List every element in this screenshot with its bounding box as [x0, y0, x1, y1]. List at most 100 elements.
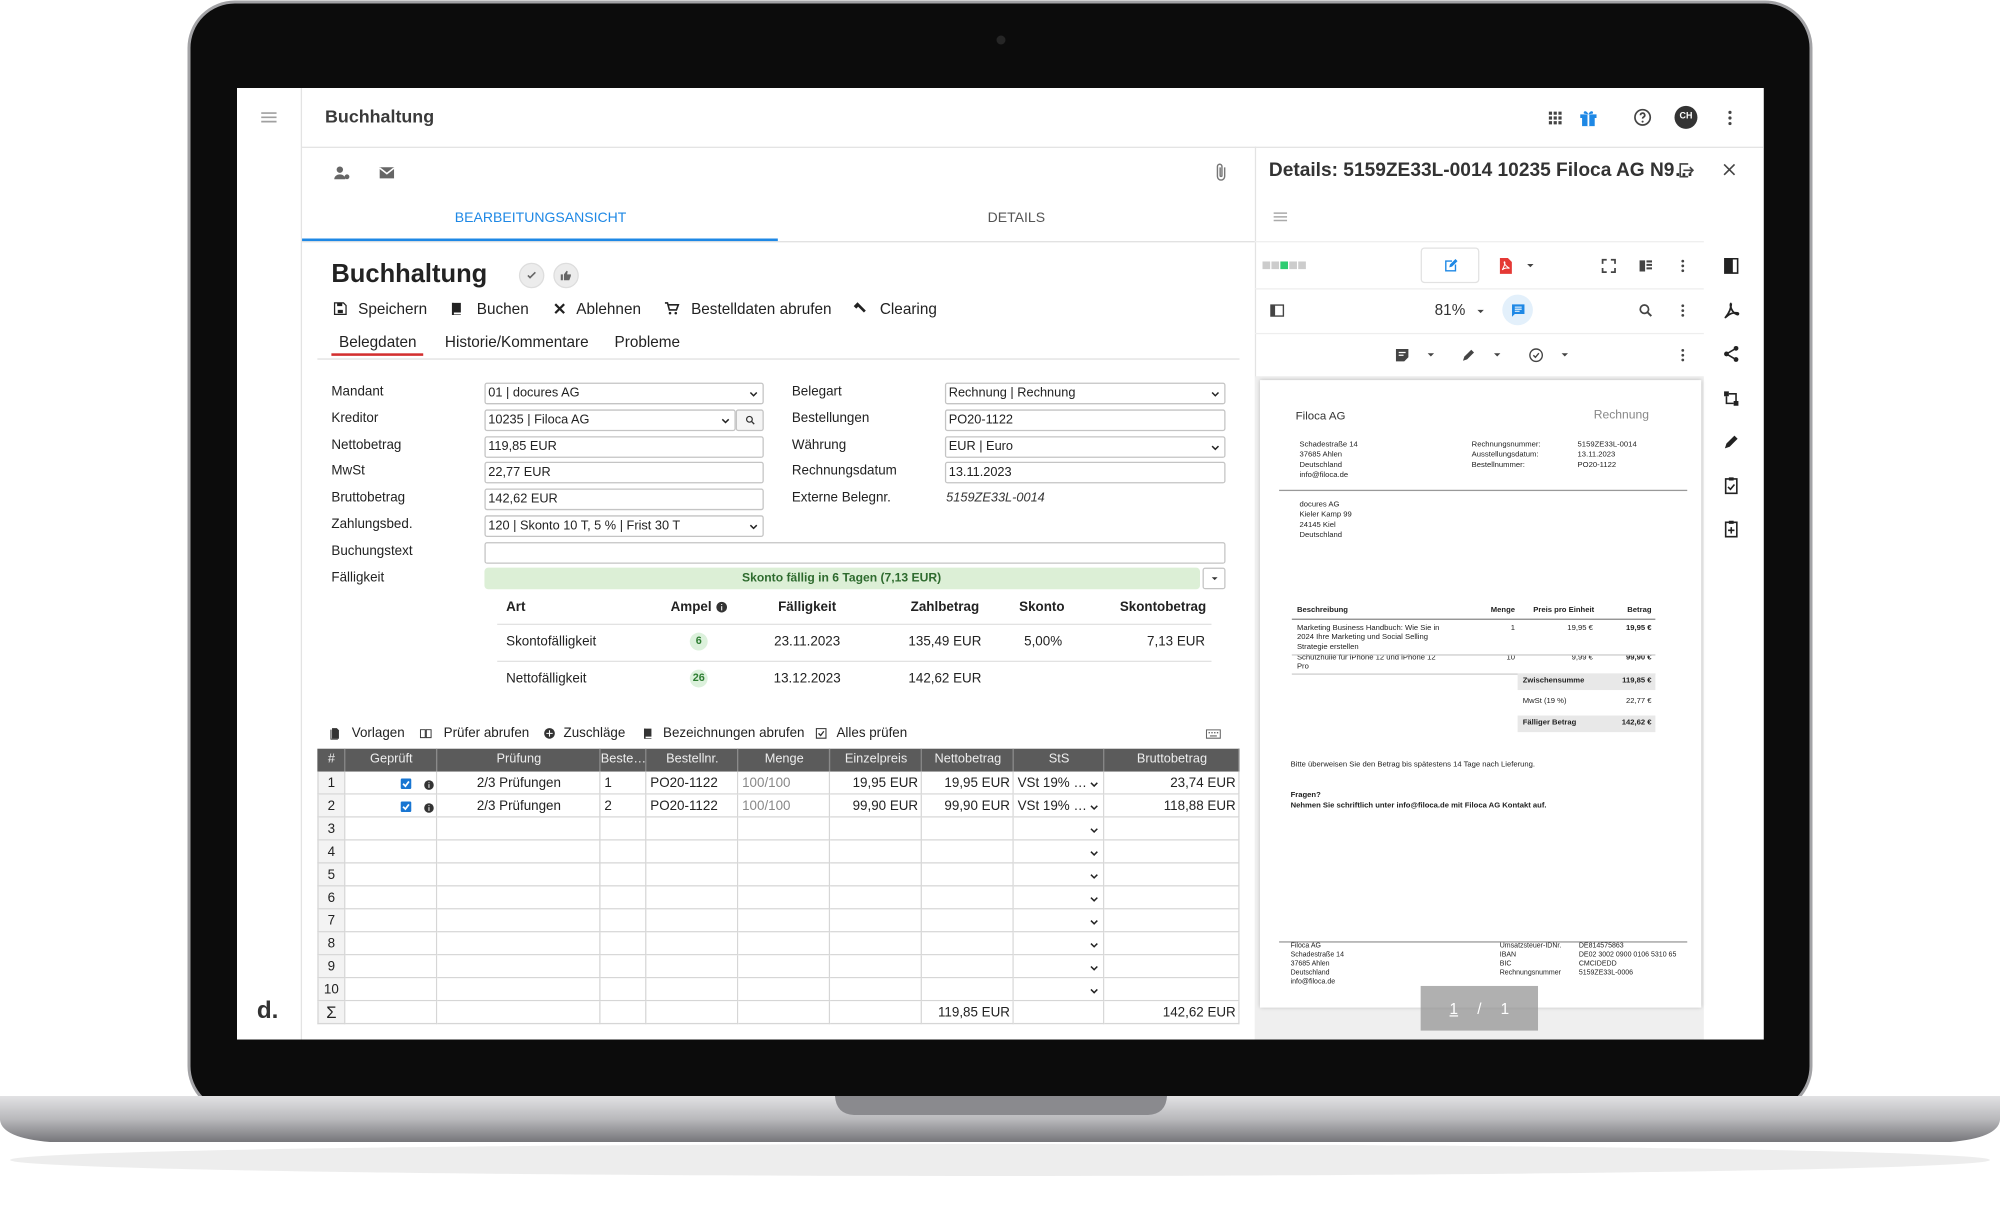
- menu-button[interactable]: [259, 107, 279, 127]
- page-current[interactable]: 1: [1449, 999, 1459, 1018]
- action-button[interactable]: Ablehnen: [576, 299, 641, 318]
- caret[interactable]: [1473, 304, 1488, 319]
- pdf-icon[interactable]: [1495, 256, 1514, 275]
- sts-chevron[interactable]: [1088, 985, 1101, 998]
- grid-cell-text: 7: [327, 913, 336, 929]
- ampel-info: [716, 601, 728, 613]
- zoom-level[interactable]: 81%: [1434, 300, 1466, 319]
- annotation-tool[interactable]: [1460, 346, 1477, 363]
- keyboard-button[interactable]: [1204, 725, 1221, 742]
- field-value: 5159ZE33L-0014: [946, 491, 1045, 506]
- item-action[interactable]: Zuschläge: [563, 725, 626, 741]
- lookup-icon: [745, 415, 755, 425]
- sts-chevron[interactable]: [1088, 778, 1101, 791]
- sts-chevron[interactable]: [1088, 916, 1101, 929]
- search-button[interactable]: [1637, 302, 1654, 319]
- status-dot: [1298, 261, 1306, 270]
- caret[interactable]: [1490, 347, 1505, 362]
- select-input[interactable]: [944, 436, 1226, 458]
- field-value: 13.11.2023: [948, 464, 1012, 479]
- select-input[interactable]: [944, 382, 1226, 405]
- layout-button[interactable]: [1637, 257, 1654, 274]
- subtab[interactable]: Belegdaten: [339, 332, 417, 351]
- sts-chevron[interactable]: [1088, 801, 1101, 814]
- more-button[interactable]: [1720, 108, 1739, 127]
- field-label: Belegart: [791, 383, 842, 399]
- text-input[interactable]: [484, 488, 764, 511]
- attach-button[interactable]: [1210, 161, 1232, 183]
- action-button[interactable]: Bestelldaten abrufen: [691, 299, 832, 318]
- mail-button[interactable]: [377, 163, 396, 182]
- viewer-menu[interactable]: [1271, 208, 1289, 226]
- fullscreen-button[interactable]: [1600, 257, 1617, 274]
- subtab[interactable]: Historie/Kommentare: [444, 332, 589, 351]
- side-tool[interactable]: [1721, 388, 1740, 407]
- sidebar-toggle[interactable]: [1268, 302, 1285, 319]
- side-tool[interactable]: [1721, 300, 1740, 319]
- text-input[interactable]: [944, 409, 1226, 432]
- grid-cell: [317, 886, 346, 910]
- sts-chevron[interactable]: [1088, 962, 1101, 975]
- side-tool[interactable]: [1721, 256, 1740, 275]
- side-tool[interactable]: [1721, 432, 1740, 451]
- select-input[interactable]: [484, 515, 764, 537]
- help-button[interactable]: [1632, 107, 1652, 127]
- sts-chevron[interactable]: [1088, 893, 1101, 906]
- sts-chevron-part: [1090, 851, 1098, 856]
- grid-cell: [830, 863, 922, 887]
- invoice-text: 37685 Ahlen: [1290, 960, 1330, 969]
- assign-button[interactable]: [332, 163, 351, 182]
- item-action-icon: [544, 728, 555, 739]
- select-input[interactable]: [484, 382, 764, 405]
- text-input[interactable]: [484, 461, 764, 484]
- select-input[interactable]: [484, 409, 736, 432]
- grid-cell: [345, 932, 438, 956]
- tab[interactable]: BEARBEITUNGSANSICHT: [454, 210, 627, 227]
- comment-button[interactable]: [1509, 302, 1526, 319]
- side-tool[interactable]: [1721, 518, 1740, 537]
- caret[interactable]: [1423, 347, 1438, 362]
- subtab[interactable]: Probleme: [614, 332, 681, 351]
- viewer-more[interactable]: [1674, 302, 1691, 319]
- checked-box[interactable]: [398, 799, 412, 813]
- caret[interactable]: [1557, 347, 1572, 362]
- item-action[interactable]: Bezeichnungen abrufen: [663, 725, 805, 741]
- sts-chevron[interactable]: [1088, 847, 1101, 860]
- checked-box[interactable]: [398, 776, 412, 790]
- field-value: 01 | docures AG: [488, 385, 580, 400]
- check-info: [423, 779, 434, 790]
- annotation-tool[interactable]: [1393, 346, 1410, 363]
- annotation-tool[interactable]: [1527, 346, 1544, 363]
- sts-chevron[interactable]: [1088, 824, 1101, 837]
- lookup-button[interactable]: [735, 409, 764, 432]
- text-input[interactable]: [944, 461, 1226, 484]
- text-input[interactable]: [484, 542, 1226, 564]
- side-tool[interactable]: [1721, 344, 1740, 363]
- action-button[interactable]: Buchen: [476, 299, 529, 318]
- item-action[interactable]: Vorlagen: [351, 725, 405, 741]
- sts-chevron[interactable]: [1088, 939, 1101, 952]
- apps-button[interactable]: [1545, 108, 1564, 127]
- invoice-text: Pro: [1296, 663, 1309, 672]
- sts-chevron[interactable]: [1088, 870, 1101, 883]
- attach-button-part: [1216, 162, 1225, 181]
- item-action[interactable]: Alles prüfen: [836, 725, 908, 741]
- grid-cell: [830, 817, 922, 841]
- side-tool-part: [1728, 476, 1734, 480]
- grid-cell-text: 3: [327, 821, 336, 837]
- viewer-more[interactable]: [1674, 346, 1691, 363]
- caret[interactable]: [1523, 258, 1538, 273]
- action-button[interactable]: Clearing: [879, 299, 937, 318]
- action-button[interactable]: Speichern: [358, 299, 428, 318]
- side-tool[interactable]: [1721, 475, 1740, 494]
- exit-button[interactable]: [1676, 160, 1695, 179]
- gift-button[interactable]: [1577, 106, 1599, 128]
- item-action[interactable]: Prüfer abrufen: [443, 725, 530, 741]
- avatar[interactable]: [1674, 105, 1698, 129]
- close-button[interactable]: [1720, 161, 1738, 179]
- text-input[interactable]: [484, 436, 764, 458]
- tab[interactable]: DETAILS: [987, 210, 1046, 227]
- viewer-more[interactable]: [1674, 257, 1691, 274]
- invoice-text: Umsatzsteuer-IDNr.: [1499, 942, 1562, 951]
- grid-cell: [738, 863, 831, 887]
